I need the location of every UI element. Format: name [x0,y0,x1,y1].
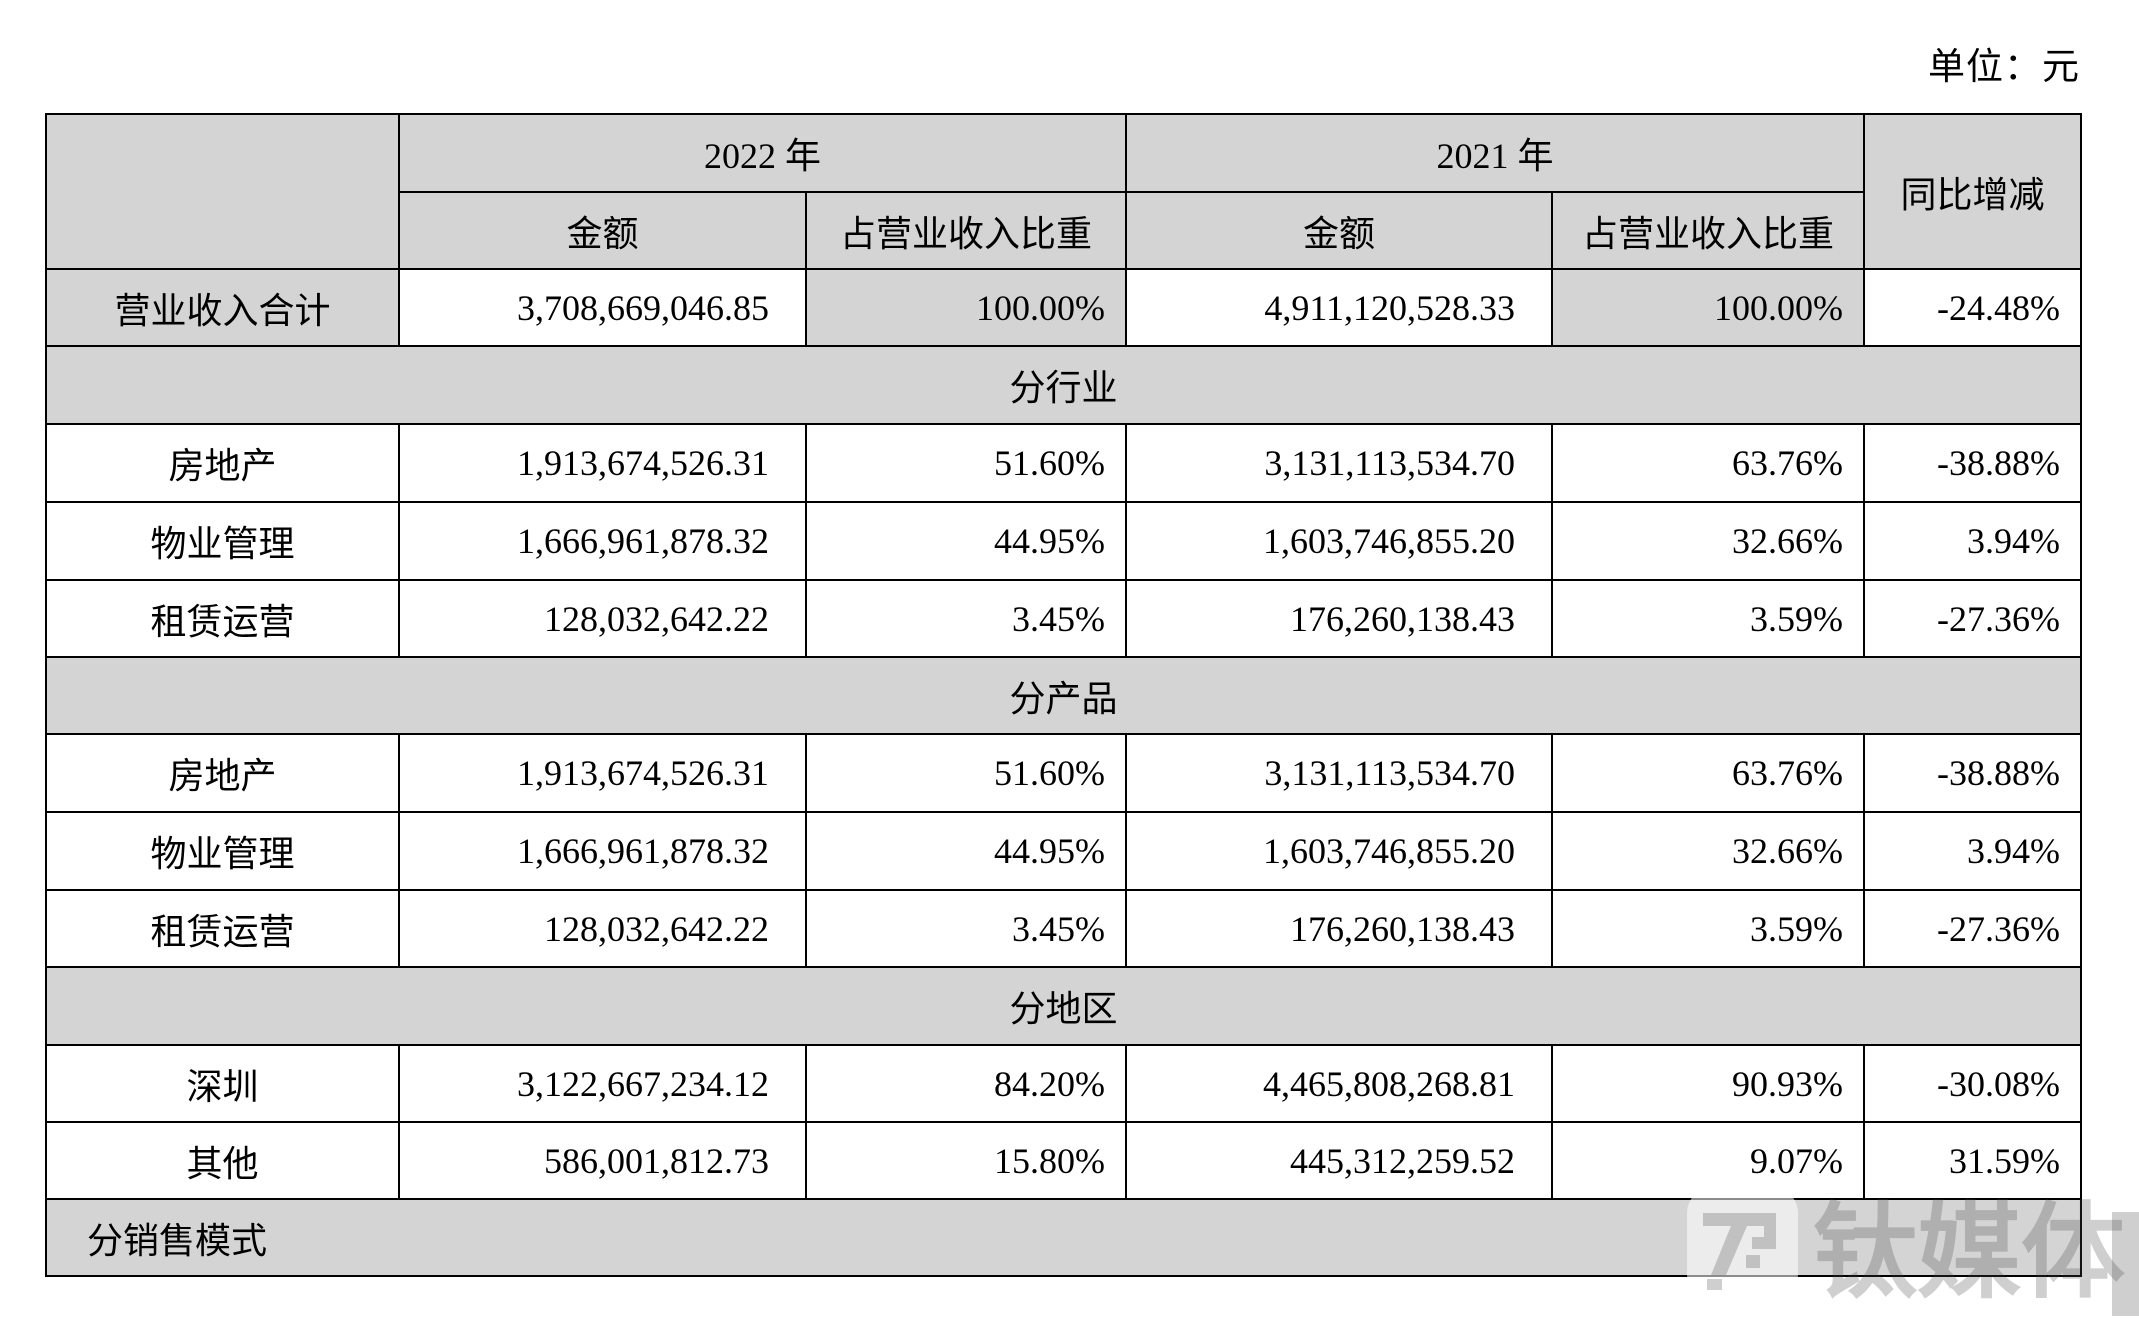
ratio-2022: 100.00% [804,268,1128,347]
amount-2022: 128,032,642.22 [398,579,807,658]
row-label: 深圳 [45,1044,400,1123]
ratio-2022: 3.45% [804,889,1128,968]
table-row: 房地产 1,913,674,526.31 51.60% 3,131,113,53… [45,733,2083,813]
yoy-value: -24.48% [1863,268,2083,347]
table-row: 租赁运营 128,032,642.22 3.45% 176,260,138.43… [45,889,2083,968]
amount-2021: 176,260,138.43 [1125,889,1554,968]
amount-2021: 3,131,113,534.70 [1125,423,1554,503]
ratio-2021: 32.66% [1551,501,1866,581]
amount-2022: 3,708,669,046.85 [398,268,807,347]
ratio-2021: 90.93% [1551,1044,1866,1123]
yoy-value: -38.88% [1863,423,2083,503]
ratio-2022: 44.95% [804,811,1128,891]
yoy-value: -38.88% [1863,733,2083,813]
row-label: 物业管理 [45,501,400,581]
section-row-product: 分产品 [44,656,2083,735]
amount-2022: 128,032,642.22 [398,889,807,968]
section-title: 分产品 [44,656,2083,735]
section-title: 分销售模式 [44,1198,2083,1277]
ratio-2022: 51.60% [804,423,1128,503]
amount-2021: 176,260,138.43 [1125,579,1554,658]
yoy-value: -30.08% [1863,1044,2083,1123]
ratio-2021: 100.00% [1551,268,1866,347]
ratio-2021: 3.59% [1551,889,1866,968]
section-row-sales-mode: 分销售模式 [44,1198,2083,1277]
ratio-2021: 32.66% [1551,811,1866,891]
row-label: 租赁运营 [45,579,400,658]
ratio-2021-header: 占营业收入比重 [1551,191,1866,270]
section-row-region: 分地区 [44,966,2083,1046]
amount-2022: 3,122,667,234.12 [398,1044,807,1123]
row-label: 其他 [45,1121,400,1200]
amount-2022: 1,913,674,526.31 [398,733,807,813]
row-label: 房地产 [45,423,400,503]
ratio-2021: 63.76% [1551,423,1866,503]
section-row-industry: 分行业 [44,345,2083,425]
table-row: 租赁运营 128,032,642.22 3.45% 176,260,138.43… [45,579,2083,658]
yoy-value: 3.94% [1863,501,2083,581]
row-label: 租赁运营 [45,889,400,968]
amount-2022: 1,666,961,878.32 [398,501,807,581]
ratio-2022-header: 占营业收入比重 [804,191,1128,270]
row-label: 房地产 [45,733,400,813]
yoy-value: 31.59% [1863,1121,2083,1200]
ratio-2021: 63.76% [1551,733,1866,813]
total-row: 营业收入合计 3,708,669,046.85 100.00% 4,911,12… [45,268,2083,347]
amount-2021: 445,312,259.52 [1125,1121,1554,1200]
corner-cell [45,113,400,270]
amount-2022-header: 金额 [398,191,807,270]
ratio-2021: 9.07% [1551,1121,1866,1200]
table-row: 其他 586,001,812.73 15.80% 445,312,259.52 … [45,1121,2083,1200]
yoy-header: 同比增减 [1863,113,2083,270]
row-label: 营业收入合计 [45,268,400,347]
ratio-2021: 3.59% [1551,579,1866,658]
year-2021-header: 2021 年 [1125,113,1866,193]
revenue-breakdown-table: 2022 年 2021 年 同比增减 金额 占营业收入比重 金额 占营业收入比重… [44,113,2083,1277]
amount-2021: 4,911,120,528.33 [1125,268,1554,347]
section-title: 分行业 [44,345,2083,425]
watermark-partial-glyph [2112,1212,2139,1316]
amount-2021: 4,465,808,268.81 [1125,1044,1554,1123]
table-row: 物业管理 1,666,961,878.32 44.95% 1,603,746,8… [45,811,2083,891]
ratio-2022: 44.95% [804,501,1128,581]
section-title: 分地区 [44,966,2083,1046]
amount-2021: 1,603,746,855.20 [1125,811,1554,891]
unit-label: 单位：元 [1928,47,2080,88]
amount-2022: 1,666,961,878.32 [398,811,807,891]
yoy-value: -27.36% [1863,889,2083,968]
table-row: 物业管理 1,666,961,878.32 44.95% 1,603,746,8… [45,501,2083,581]
row-label: 物业管理 [45,811,400,891]
table-row: 深圳 3,122,667,234.12 84.20% 4,465,808,268… [45,1044,2083,1123]
table-row: 房地产 1,913,674,526.31 51.60% 3,131,113,53… [45,423,2083,503]
ratio-2022: 84.20% [804,1044,1128,1123]
yoy-value: -27.36% [1863,579,2083,658]
amount-2021: 1,603,746,855.20 [1125,501,1554,581]
ratio-2022: 3.45% [804,579,1128,658]
amount-2021: 3,131,113,534.70 [1125,733,1554,813]
amount-2021-header: 金额 [1125,191,1554,270]
yoy-value: 3.94% [1863,811,2083,891]
header-row-measures: 金额 占营业收入比重 金额 占营业收入比重 [46,191,2081,270]
year-2022-header: 2022 年 [397,113,1128,193]
ratio-2022: 15.80% [804,1121,1128,1200]
header-row-years: 2022 年 2021 年 同比增减 [45,113,2083,270]
amount-2022: 586,001,812.73 [398,1121,807,1200]
ratio-2022: 51.60% [804,733,1128,813]
amount-2022: 1,913,674,526.31 [398,423,807,503]
